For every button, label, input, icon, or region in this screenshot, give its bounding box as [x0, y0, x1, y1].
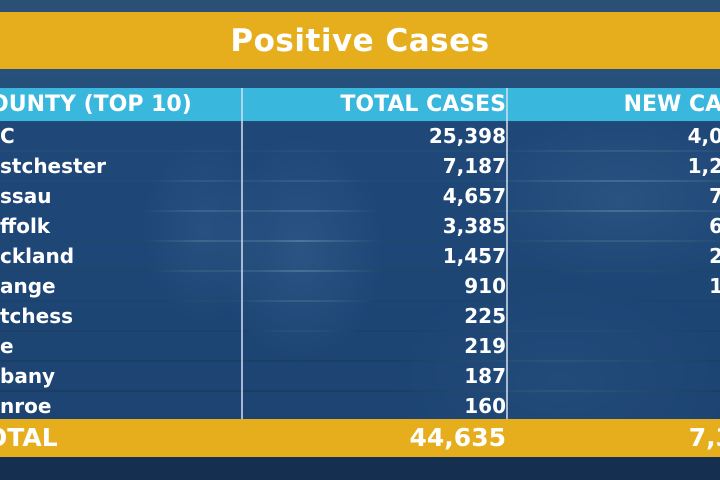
header-total-cases: TOTAL CASES [340, 92, 506, 117]
table-row: ffolk 3,385 6 [0, 212, 720, 240]
page-title: Positive Cases [230, 22, 490, 59]
header-county: OUNTY (TOP 10) [0, 92, 192, 117]
new-cases-sum: 7,3 [688, 423, 720, 452]
table-row: stchester 7,187 1,2 [0, 152, 720, 180]
table-row: nroe 160 [0, 392, 720, 420]
total-cases-cell: 910 [464, 274, 506, 298]
total-cases-cell: 187 [464, 364, 506, 388]
total-row: OTAL 44,635 7,3 [0, 419, 720, 457]
total-cases-cell: 1,457 [442, 244, 506, 268]
table-row: tchess 225 [0, 302, 720, 330]
total-cases-sum: 44,635 [409, 423, 506, 452]
table-row: C 25,398 4,0 [0, 122, 720, 150]
new-cases-cell [508, 332, 720, 360]
county-cell: ange [0, 274, 56, 298]
total-cases-cell: 3,385 [442, 214, 506, 238]
total-cases-cell: 7,187 [442, 154, 506, 178]
county-cell: ffolk [0, 214, 51, 238]
new-cases-cell: 7 [709, 184, 720, 208]
table-row: ange 910 1 [0, 272, 720, 300]
total-cases-cell: 25,398 [428, 124, 506, 148]
header-new-cases: NEW CAS [623, 92, 720, 117]
new-cases-cell: 1,2 [687, 154, 720, 178]
table-row: ckland 1,457 2 [0, 242, 720, 270]
column-divider [506, 88, 508, 458]
new-cases-cell: 4,0 [687, 124, 720, 148]
county-cell: ssau [0, 184, 52, 208]
county-cell: tchess [0, 304, 74, 328]
new-cases-cell: 2 [709, 244, 720, 268]
new-cases-cell [508, 392, 720, 420]
county-cell: bany [0, 364, 56, 388]
county-cell: stchester [0, 154, 107, 178]
total-cases-cell: 225 [464, 304, 506, 328]
total-cases-cell: 219 [464, 334, 506, 358]
column-divider [241, 88, 243, 458]
top-strip [0, 0, 720, 12]
total-cases-cell: 160 [464, 394, 506, 418]
total-cases-cell: 4,657 [442, 184, 506, 208]
table-row: ssau 4,657 7 [0, 182, 720, 210]
bottom-strip [0, 457, 720, 480]
new-cases-cell [508, 362, 720, 390]
new-cases-cell: 1 [709, 274, 720, 298]
table-row: e 219 [0, 332, 720, 360]
county-cell: C [0, 124, 15, 148]
table-row: bany 187 [0, 362, 720, 390]
total-label: OTAL [0, 423, 58, 452]
table-body: C 25,398 4,0 stchester 7,187 1,2 ssau 4,… [0, 122, 720, 422]
new-cases-cell: 6 [709, 214, 720, 238]
county-cell: ckland [0, 244, 75, 268]
county-cell: e [0, 334, 14, 358]
title-bar: Positive Cases [0, 12, 720, 69]
new-cases-cell [508, 302, 720, 330]
county-cell: nroe [0, 394, 52, 418]
table-header: OUNTY (TOP 10) TOTAL CASES NEW CAS [0, 88, 720, 121]
